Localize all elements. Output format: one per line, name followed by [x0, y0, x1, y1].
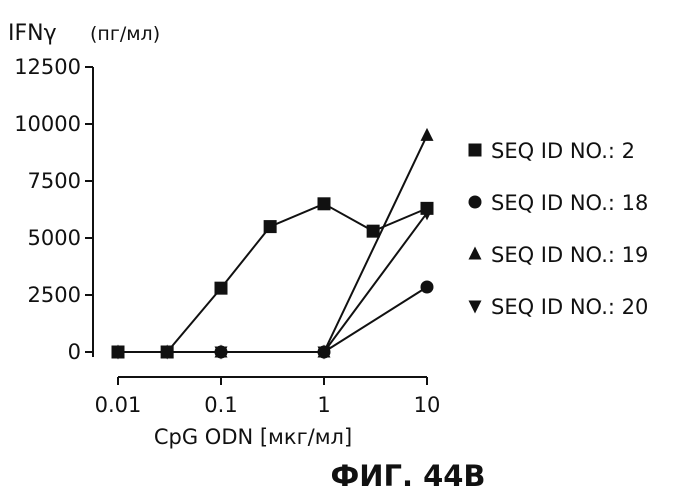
legend-label: SEQ ID NO.: 2 [491, 139, 635, 163]
data-point [112, 346, 125, 359]
series-line [118, 287, 427, 352]
y-axis-title-main: IFNγ [8, 21, 57, 46]
data-point [318, 197, 331, 210]
legend-label: SEQ ID NO.: 20 [491, 295, 648, 319]
legend: SEQ ID NO.: 2 SEQ ID NO.: 18 SEQ ID NO.: 1… [469, 139, 649, 319]
legend-label: SEQ ID NO.: 19 [491, 243, 648, 267]
y-tick-label: 5000 [28, 226, 81, 250]
series-line [118, 135, 427, 352]
legend-marker [469, 247, 482, 260]
y-tick-label: 12500 [14, 55, 81, 79]
data-point [264, 220, 277, 233]
y-tick-label: 10000 [14, 112, 81, 136]
figure-label: ФИГ. 44В [330, 459, 485, 493]
x-tick-label: 10 [414, 393, 441, 417]
x-tick-label: 0.1 [204, 393, 237, 417]
y-axis-title-unit: (пг/мл) [90, 23, 160, 45]
legend-marker [469, 301, 482, 314]
series-lines [118, 135, 427, 352]
y-tick-label: 7500 [28, 169, 81, 193]
data-markers [112, 128, 434, 360]
data-point [367, 225, 380, 238]
legend-marker [469, 196, 482, 209]
data-point [215, 282, 228, 295]
data-point [421, 128, 434, 141]
data-point [421, 281, 434, 294]
legend-marker [469, 144, 482, 157]
x-axis-title: CpG ODN [мкг/мл] [154, 425, 352, 449]
x-tick-label: 1 [317, 393, 330, 417]
x-tick-label: 0.01 [95, 393, 142, 417]
data-point [161, 346, 174, 359]
data-point [421, 202, 434, 215]
legend-label: SEQ ID NO.: 18 [491, 191, 648, 215]
y-tick-label: 2500 [28, 283, 81, 307]
y-tick-label: 0 [68, 340, 81, 364]
